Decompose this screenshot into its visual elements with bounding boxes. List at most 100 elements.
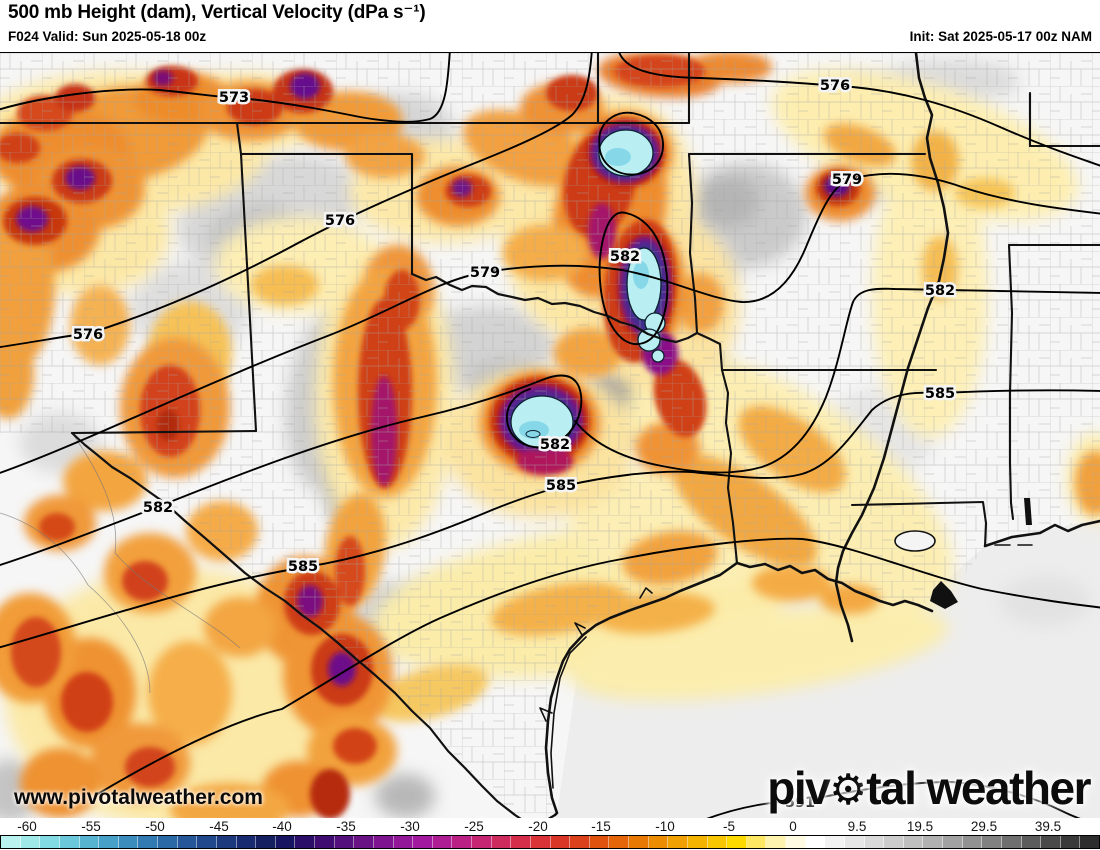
height-contour-label: 585 [925, 386, 955, 402]
colorbar-cell [216, 836, 237, 848]
rio-grande [70, 431, 557, 819]
colorbar-cell [923, 836, 943, 848]
colorbar-cell [530, 836, 551, 848]
red-river [410, 272, 699, 344]
coastline [539, 519, 1100, 817]
colorbar-cell [609, 836, 629, 848]
colorbar-tick: -25 [464, 819, 484, 834]
colorbar-tick: -15 [591, 819, 611, 834]
colorbar-cell [825, 836, 845, 848]
height-contour-label: 582 [540, 437, 570, 453]
colorbar-cell [903, 836, 924, 848]
colorbar-cell [79, 836, 100, 848]
colorbar-tick: -45 [209, 819, 229, 834]
colorbar-cell [138, 836, 158, 848]
colorbar-tick: -20 [528, 819, 548, 834]
colorbar-cell [393, 836, 414, 848]
rivers [70, 53, 950, 819]
header: 500 mb Height (dam), Vertical Velocity (… [0, 0, 1100, 52]
colorbar-tick-labels: -60 -55 -50 -45 -40 -35 -30 -25 -20 -15 -10 -5 0 9.5 1… [0, 818, 1100, 834]
colorbar-cell [20, 836, 41, 848]
height-contour-label: 582 [143, 500, 173, 516]
colorbar-cell [746, 836, 767, 848]
colorbar-tick: 0 [789, 819, 797, 834]
colorbar-tick: 29.5 [970, 819, 998, 834]
colorbar-cell [158, 836, 178, 848]
colorbar-cell [1021, 836, 1042, 848]
colorbar-cell [59, 836, 80, 848]
colorbar-cell [962, 836, 983, 848]
colorbar-cell [589, 836, 610, 848]
mobile-bay [1024, 498, 1032, 525]
mexico-state-lines [0, 432, 241, 694]
colorbar-cell [687, 836, 708, 848]
colorbar-cell [982, 836, 1002, 848]
colorbar-cell [1060, 836, 1081, 848]
page-title: 500 mb Height (dam), Vertical Velocity (… [8, 2, 426, 23]
height-contour-label: 585 [288, 559, 318, 575]
colorbar-tick: 39.5 [1034, 819, 1062, 834]
colorbar-tick: -35 [336, 819, 356, 834]
colorbar-tick: 9.5 [847, 819, 867, 834]
height-contour-label: 591 [785, 795, 815, 811]
height-contours [0, 53, 1100, 819]
height-contour-label: 582 [610, 249, 640, 265]
colorbar-cell [256, 836, 276, 848]
colorbar-cell [354, 836, 374, 848]
colorbar-cell [629, 836, 649, 848]
mississippi-river [834, 53, 950, 643]
logo-text-post: tal weather [866, 762, 1091, 814]
colorbar-cell [1041, 836, 1061, 848]
colorbar-cell [884, 836, 904, 848]
colorbar-cell [805, 836, 826, 848]
colorbar-tick: -55 [81, 819, 101, 834]
forecast-valid-time: F024 Valid: Sun 2025-05-18 00z [8, 29, 207, 44]
height-contour-label: 573 [219, 90, 249, 106]
colorbar-cell [1001, 836, 1022, 848]
lake-pontchartrain [894, 530, 936, 552]
colorbar-cell [864, 836, 885, 848]
watermark-url: www.pivotalweather.com [14, 786, 263, 809]
colorbar-cell [295, 836, 315, 848]
colorbar-cell [40, 836, 60, 848]
colorbar-cell [1, 836, 21, 848]
colorbar-cell [177, 836, 198, 848]
height-contour-label: 579 [832, 172, 862, 188]
colorbar-cell [452, 836, 472, 848]
colorbar-tick: -10 [655, 819, 675, 834]
contour-labels: 573 576 576 576 579 579 582 582 582 582 585 585 585 5… [70, 76, 957, 814]
height-contour-label: 576 [73, 327, 103, 343]
colorbar-cell [943, 836, 963, 848]
colorbar-cell [668, 836, 688, 848]
colorbar-scale [0, 835, 1100, 849]
colorbar-tick: -30 [400, 819, 420, 834]
height-contour-label: 582 [925, 283, 955, 299]
colorbar-cell [707, 836, 728, 848]
pivotal-weather-logo: piv⚙tal weather [767, 762, 1091, 814]
weather-map: 573 576 576 576 579 579 582 582 582 582 585 585 585 5… [0, 52, 1100, 819]
colorbar-cell [570, 836, 590, 848]
colorbar-cell [766, 836, 786, 848]
colorbar-cell [1080, 836, 1099, 848]
colorbar-cell [236, 836, 257, 848]
colorbar-cell [511, 836, 531, 848]
colorbar-cell [727, 836, 747, 848]
gear-icon: ⚙ [829, 766, 867, 813]
colorbar-tick: -50 [145, 819, 165, 834]
colorbar-cell [99, 836, 119, 848]
state-borders [0, 53, 1100, 565]
colorbar-cell [275, 836, 296, 848]
colorbar-cell [786, 836, 806, 848]
colorbar: -60 -55 -50 -45 -40 -35 -30 -25 -20 -15 -10 -5 0 9.5 1… [0, 818, 1100, 850]
height-contour-label: 576 [820, 78, 850, 94]
colorbar-cell [197, 836, 217, 848]
logo-text-pre: piv [767, 762, 830, 814]
louisiana-delta [894, 498, 1032, 609]
colorbar-cell [413, 836, 433, 848]
colorbar-cell [472, 836, 492, 848]
colorbar-tick: -60 [17, 819, 37, 834]
height-contour-label: 576 [325, 213, 355, 229]
height-contour-label: 579 [470, 265, 500, 281]
colorbar-cell [432, 836, 453, 848]
